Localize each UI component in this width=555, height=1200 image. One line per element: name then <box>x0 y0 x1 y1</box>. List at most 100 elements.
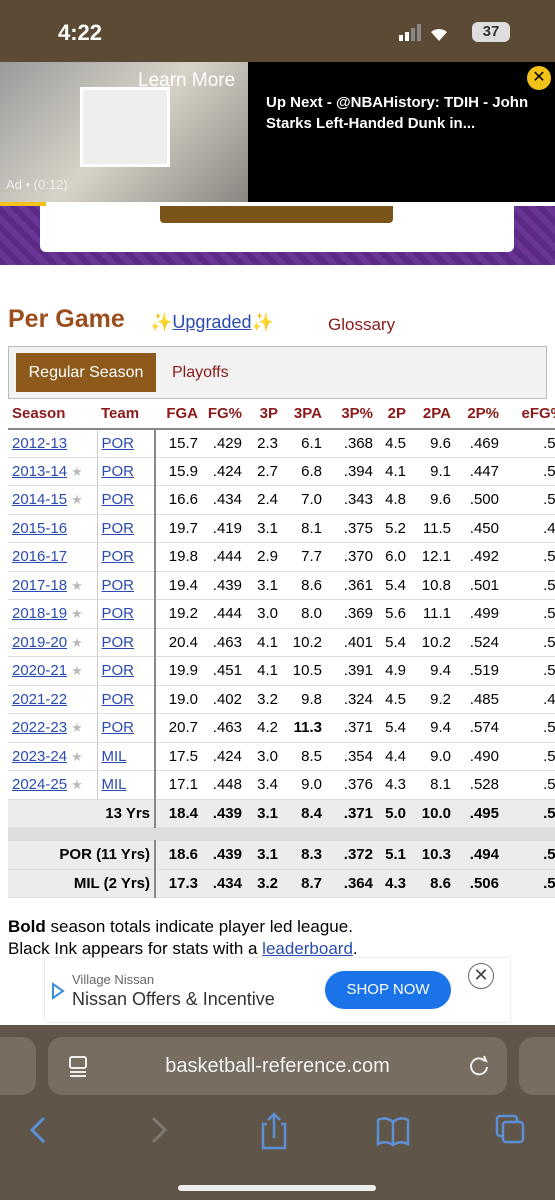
stat-cell: .434 <box>202 485 246 515</box>
stat-cell: .499 <box>455 599 503 629</box>
team-link[interactable]: POR <box>101 519 135 537</box>
close-button[interactable]: ✕ <box>527 66 551 90</box>
team-link[interactable]: POR <box>101 548 135 566</box>
stat-cell: 9.0 <box>410 742 455 771</box>
stat-cell: .354 <box>326 742 377 771</box>
back[interactable] <box>29 1116 46 1144</box>
glossary[interactable]: Glossary <box>328 315 396 334</box>
upgraded: ✨Upgraded✨ <box>150 312 274 333</box>
stat-cell: 17.3 <box>155 869 202 898</box>
team-link[interactable]: POR <box>101 633 135 651</box>
advertiser: Village Nissan <box>72 972 155 987</box>
stat-cell: 19.8 <box>155 542 202 572</box>
stat-cell: 20.4 <box>155 628 202 657</box>
stat-cell: 4.2 <box>246 713 282 743</box>
season-link[interactable]: 2017-18 <box>12 576 68 594</box>
season-link[interactable]: 2013-14 <box>12 462 68 480</box>
season-row: 2019-20 ★ POR 20.4.463 4.1 10.2.401 5.4 10.2.52… <box>8 628 555 657</box>
stat-cell: .54 <box>503 770 555 800</box>
season-link[interactable]: 2018-19 <box>12 605 68 623</box>
team-link[interactable]: POR <box>101 491 135 509</box>
bold-word: Bold <box>8 917 46 936</box>
stat-cell: 2.9 <box>246 542 282 572</box>
season-link[interactable]: 2016-17 <box>12 548 68 566</box>
close-button[interactable]: ✕ <box>468 963 494 989</box>
tab-edge <box>519 1037 555 1095</box>
share[interactable] <box>261 1112 287 1150</box>
banner-ad[interactable]: Village Nissan Nissan Offers & Incentive… <box>45 958 510 1022</box>
stat-cell: 4.9 <box>377 656 410 686</box>
team-link[interactable]: POR <box>101 576 135 594</box>
stat-cell: 3.2 <box>246 685 282 714</box>
video-ad[interactable]: Learn More Ad • (0:12) Up Next - @NBAHis… <box>0 62 555 202</box>
stat-cell: .424 <box>202 457 246 486</box>
stat-cell: .495 <box>455 799 503 828</box>
stat-cell: .401 <box>326 628 377 657</box>
stat-cell: 8.7 <box>282 869 326 898</box>
bookmarks[interactable] <box>376 1117 410 1147</box>
season-link[interactable]: 2023-24 <box>12 747 68 765</box>
stat-cell: 5.4 <box>377 713 410 743</box>
stat-cell: 4.3 <box>377 770 410 800</box>
stat-cell: 15.7 <box>155 428 202 458</box>
status-bar: 4:22 37 <box>0 0 555 62</box>
season-row: 2015-16 POR 19.7.419 3.1 8.1.375 5.2 11.5.450.… <box>8 514 555 543</box>
season-link[interactable]: 2024-25 <box>12 776 68 794</box>
stat-cell: .424 <box>202 742 246 771</box>
text: season totals indicate player led league… <box>45 917 353 936</box>
leaderboard-link[interactable]: leaderboard <box>262 939 353 958</box>
team-link[interactable]: POR <box>101 719 135 737</box>
team-link[interactable]: MIL <box>101 747 127 765</box>
learn-more[interactable]: Learn More <box>138 70 236 91</box>
tab[interactable]: Playoffs <box>172 364 229 381</box>
stat-cell: 8.3 <box>282 840 326 870</box>
ad-label: Ad • (0:12) <box>6 177 68 192</box>
stat-cell: 4.3 <box>377 869 410 898</box>
season-link[interactable]: 2020-21 <box>12 662 68 680</box>
stat-cell: 3.0 <box>246 599 282 629</box>
battery: 37 <box>472 22 510 42</box>
stat-cell: 17.5 <box>155 742 202 771</box>
upgraded-link[interactable]: Upgraded <box>172 312 252 332</box>
team-link[interactable]: MIL <box>101 776 127 794</box>
season-link[interactable]: 2012-13 <box>12 434 68 452</box>
team-link[interactable]: POR <box>101 462 135 480</box>
all-star: ★ <box>71 663 83 679</box>
stat-cell: .463 <box>202 713 246 743</box>
stat-cell: 5.2 <box>377 514 410 543</box>
stat-cell: 6.0 <box>377 542 410 572</box>
season-link[interactable]: 2022-23 <box>12 719 68 737</box>
season-link[interactable]: 2014-15 <box>12 491 68 509</box>
home-indicator <box>178 1185 376 1191</box>
all-star: ★ <box>71 748 83 764</box>
stat-cell: .56 <box>503 713 555 743</box>
season-link[interactable]: 2019-20 <box>12 633 68 651</box>
team-link[interactable]: POR <box>101 662 135 680</box>
up-next[interactable]: Up Next - @NBAHistory: TDIH - John Stark… <box>266 94 529 132</box>
totals-label: MIL (2 Yrs) <box>8 869 156 898</box>
season-link[interactable]: 2021-22 <box>12 690 68 708</box>
stat-cell: 2.3 <box>246 428 282 458</box>
reload-icon[interactable] <box>468 1055 490 1077</box>
season-row: 2014-15 ★ POR 16.6.434 2.4 7.0.343 4.8 9.6.500.… <box>8 485 555 515</box>
team-link[interactable]: POR <box>101 690 135 708</box>
stat-cell: .490 <box>455 742 503 771</box>
stat-cell: .451 <box>202 656 246 686</box>
team-link[interactable]: POR <box>101 605 135 623</box>
stat-cell: 10.2 <box>410 628 455 657</box>
stat-cell: .434 <box>202 869 246 898</box>
stat-cell: .444 <box>202 599 246 629</box>
stat-cell: 8.6 <box>410 869 455 898</box>
tabs-button[interactable] <box>495 1114 525 1144</box>
shop-button[interactable]: SHOP NOW <box>325 971 451 1009</box>
stat-cell: 16.6 <box>155 485 202 515</box>
tab[interactable]: Regular Season <box>16 353 156 392</box>
section-title: Per Game <box>8 305 125 333</box>
url-bar[interactable]: basketball-reference.com <box>48 1037 507 1095</box>
team-link[interactable]: POR <box>101 434 135 452</box>
stat-cell: .55 <box>503 656 555 686</box>
season-link[interactable]: 2015-16 <box>12 519 68 537</box>
stat-cell: .506 <box>455 869 503 898</box>
